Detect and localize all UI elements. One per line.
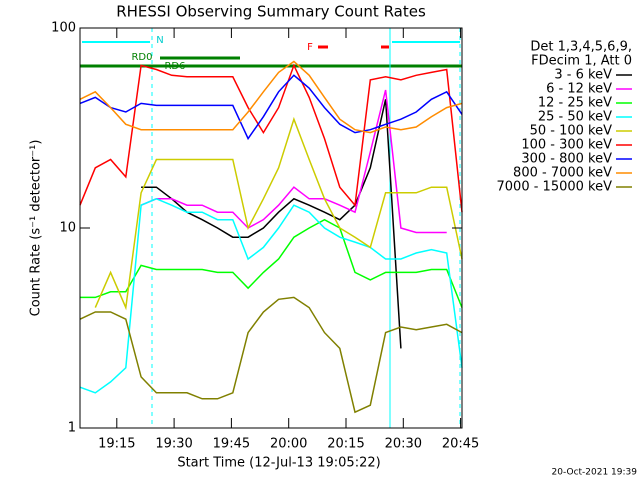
annotation: F	[307, 42, 313, 53]
legend-label: 6 - 12 keV	[546, 82, 612, 97]
series-line	[140, 89, 447, 234]
series-line	[79, 60, 463, 134]
series-line	[79, 63, 463, 213]
chart-title: RHESSI Observing Summary Count Rates	[116, 3, 426, 21]
x-tick-label: 20:45	[442, 437, 479, 452]
series-line	[79, 74, 463, 141]
annotation: N	[156, 35, 163, 46]
x-tick-label: 19:45	[213, 437, 250, 452]
legend-label: 7000 - 15000 keV	[497, 180, 613, 195]
x-tick-label: 19:15	[98, 437, 135, 452]
annotation: RD0	[131, 52, 152, 63]
legend-label: 50 - 100 keV	[530, 124, 613, 139]
legend-label: 800 - 7000 keV	[513, 166, 612, 181]
legend-label: 12 - 25 keV	[538, 96, 612, 111]
y-tick-label: 1	[68, 421, 76, 436]
x-tick-label: 20:00	[270, 437, 307, 452]
series-line	[79, 197, 463, 394]
series-line	[94, 116, 463, 311]
x-tick-label: 19:30	[155, 437, 192, 452]
legend-header: Det 1,3,4,5,6,9,	[530, 40, 632, 55]
series-line	[80, 218, 463, 308]
legend-label: 25 - 50 keV	[538, 110, 612, 125]
y-axis-label: Count Rate (s⁻¹ detector⁻¹)	[29, 140, 44, 317]
legend-label: 300 - 800 keV	[521, 152, 612, 167]
plot-area	[79, 60, 463, 414]
x-tick-label: 20:15	[327, 437, 364, 452]
x-tick-label: 20:30	[385, 437, 422, 452]
footer: 20-Oct-2021 19:39	[552, 468, 638, 478]
legend-label: 3 - 6 keV	[554, 68, 612, 83]
legend-header: FDecim 1, Att 0	[531, 54, 632, 69]
y-tick-label: 100	[51, 21, 76, 36]
legend-label: 100 - 300 keV	[521, 138, 612, 153]
x-axis-label: Start Time (12-Jul-13 19:05:22)	[177, 456, 380, 471]
series-line	[141, 99, 402, 349]
annotation: RD6	[164, 61, 185, 72]
y-tick-label: 10	[59, 221, 76, 236]
series-line	[79, 296, 463, 414]
